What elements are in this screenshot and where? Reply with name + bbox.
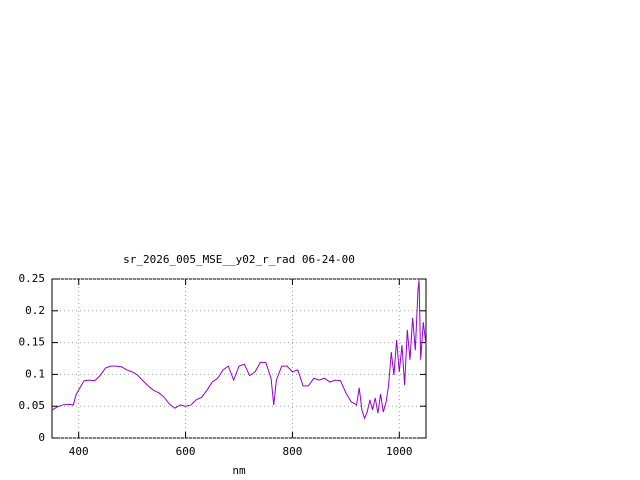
y-tick-label: 0.15 (19, 336, 46, 349)
y-tick-label: 0.25 (19, 272, 46, 285)
y-tick-label: 0 (38, 431, 45, 444)
x-tick-label: 600 (176, 445, 196, 458)
y-tick-label: 0.05 (19, 399, 46, 412)
plot-frame (51, 278, 427, 439)
x-tick-label: 400 (69, 445, 89, 458)
chart-title: sr_2026_005_MSE__y02_r_rad 06-24-00 (123, 253, 355, 266)
y-tick-label: 0.1 (25, 367, 45, 380)
x-tick-label: 1000 (386, 445, 413, 458)
data-line (51, 280, 427, 420)
x-tick-label: 800 (282, 445, 302, 458)
y-tick-label: 0.2 (25, 304, 45, 317)
x-axis-label: nm (232, 464, 246, 477)
